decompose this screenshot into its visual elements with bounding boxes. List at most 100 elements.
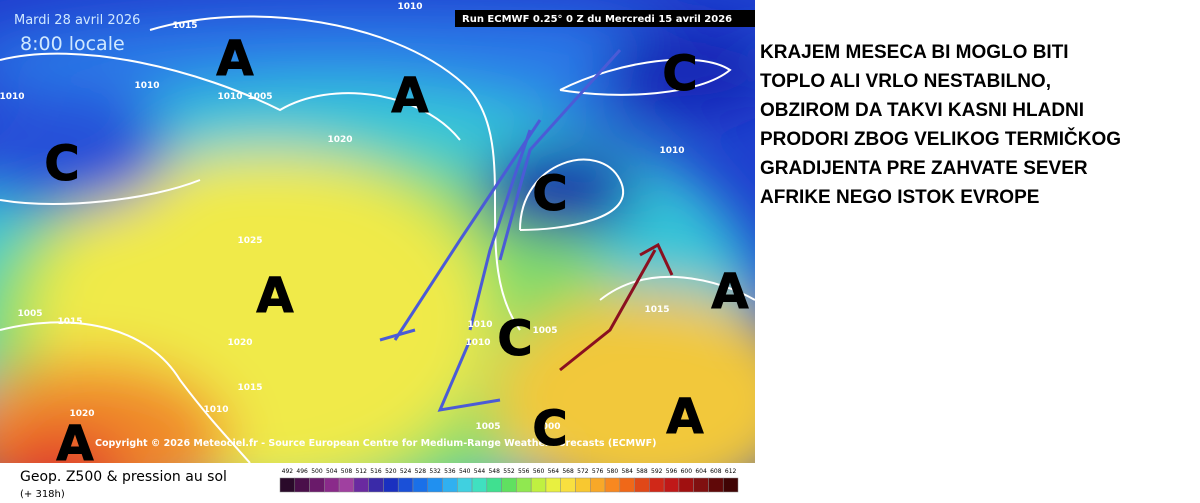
scale-swatch (545, 477, 561, 493)
note-line: OBZIROM DA TAKVI KASNI HLADNI (760, 100, 1085, 121)
pressure-label: 1010 (465, 338, 490, 348)
scale-label: 560 (533, 468, 545, 475)
scale-swatch (590, 477, 606, 493)
scale-swatch (353, 477, 369, 493)
red-arrow (559, 242, 674, 372)
scale-label: 532 (429, 468, 441, 475)
scale-swatch (604, 477, 621, 493)
weather-map: Run ECMWF 0.25° 0 Z du Mercredi 15 avril… (0, 0, 755, 463)
pressure-center: A (711, 264, 748, 320)
pressure-label: 1015 (172, 21, 197, 31)
scale-swatch (501, 477, 517, 493)
pressure-label: 1010 (134, 81, 159, 91)
scale-label: 600 (681, 468, 693, 475)
scale-label: 552 (503, 468, 515, 475)
legend-lead: (+ 318h) (20, 489, 65, 500)
pressure-label: 1025 (237, 236, 262, 246)
scale-swatch (560, 477, 576, 493)
scale-label: 544 (474, 468, 486, 475)
scale-swatch (708, 477, 724, 493)
scale-swatch (471, 477, 488, 493)
pressure-label: 1020 (327, 135, 352, 145)
scale-label: 564 (548, 468, 560, 475)
pressure-center: C (44, 136, 79, 192)
scale-label: 584 (621, 468, 633, 475)
scale-label: 508 (341, 468, 353, 475)
legend: Geop. Z500 & pression au sol (+ 318h) 49… (20, 468, 739, 500)
scale-label: 596 (666, 468, 678, 475)
scale-swatch (678, 477, 694, 493)
pressure-label: 1005 (475, 422, 500, 432)
pressure-label: 1020 (227, 338, 252, 348)
pressure-label: 1010 (659, 146, 684, 156)
scale-swatch (619, 477, 635, 493)
scale-label: 492 (282, 468, 294, 475)
scale-swatch (397, 477, 414, 493)
scale-swatch (486, 477, 502, 493)
pressure-label: 1005 (17, 309, 42, 319)
scale-label: 524 (400, 468, 412, 475)
drawn-arrows (379, 48, 622, 412)
scale-label: 580 (607, 468, 619, 475)
scale-swatch (324, 477, 340, 493)
note-line: TOPLO ALI VRLO NESTABILNO, (760, 71, 1051, 92)
scale-label: 556 (518, 468, 530, 475)
pressure-label: 1010 (467, 320, 492, 330)
scale-swatch (530, 477, 547, 493)
scale-swatch (722, 477, 739, 493)
scale-label: 592 (651, 468, 663, 475)
scale-swatch (412, 477, 428, 493)
pressure-center: C (532, 401, 567, 457)
scale-swatch (383, 477, 399, 493)
pressure-label: 1010 (203, 405, 228, 415)
pressure-label: 1010 (397, 2, 422, 12)
field (0, 10, 755, 463)
scale-swatch (663, 477, 680, 493)
scale-label: 504 (326, 468, 338, 475)
pressure-label: 1010 (217, 92, 242, 102)
scale-swatch (279, 477, 296, 493)
run-box (455, 10, 755, 27)
pressure-center: C (662, 46, 697, 102)
pressure-center: A (666, 389, 703, 445)
scale-swatch (294, 477, 310, 493)
scale-label: 568 (562, 468, 574, 475)
pressure-labels: 1015 1010 1010 1010 1010 1005 1020 1025 1010 1005… (0, 2, 685, 432)
pressure-label: 1015 (237, 383, 262, 393)
pressure-center: A (216, 31, 253, 87)
scale-label: 496 (296, 468, 308, 475)
scale-label: 588 (636, 468, 648, 475)
scale-swatch (338, 477, 355, 493)
note-line: AFRIKE NEGO ISTOK EVROPE (760, 187, 1040, 208)
scale-label: 512 (356, 468, 368, 475)
time: 8:00 locale (20, 33, 125, 55)
scale-swatch (442, 477, 458, 493)
scale-swatch (516, 477, 532, 493)
scale-swatch (693, 477, 709, 493)
pressure-center: A (256, 268, 293, 324)
pressure-label: 1010 (0, 92, 25, 102)
scale-label: 548 (488, 468, 500, 475)
pressure-center: A (56, 416, 93, 463)
scale-swatch (649, 477, 665, 493)
note-line: KRAJEM MESECA BI MOGLO BITI (760, 42, 1069, 63)
note-line: PRODORI ZBOG VELIKOG TERMIČKOG (760, 129, 1122, 150)
scale-label: 520 (385, 468, 397, 475)
pressure-center: C (532, 166, 567, 222)
scale-swatch (457, 477, 473, 493)
note: KRAJEM MESECA BI MOGLO BITI TOPLO ALI VRL… (760, 38, 1190, 212)
isobars (0, 15, 755, 463)
scale-swatch (309, 477, 325, 493)
scale-swatch (427, 477, 443, 493)
scale-label: 528 (415, 468, 427, 475)
scale-label: 516 (370, 468, 382, 475)
pressure-label: 1020 (69, 409, 94, 419)
copyright: Copyright © 2026 Meteociel.fr - Source E… (95, 438, 656, 449)
pressure-label: 1005 (532, 326, 557, 336)
scale-label: 576 (592, 468, 604, 475)
scale-label: 608 (710, 468, 722, 475)
scale-label: 612 (725, 468, 737, 475)
pressure-label: 1015 (644, 305, 669, 315)
scale-swatch (575, 477, 591, 493)
color-scale: 492 496 500 504 508 512 516 520 524 528 532 536 540 5… (279, 468, 739, 493)
